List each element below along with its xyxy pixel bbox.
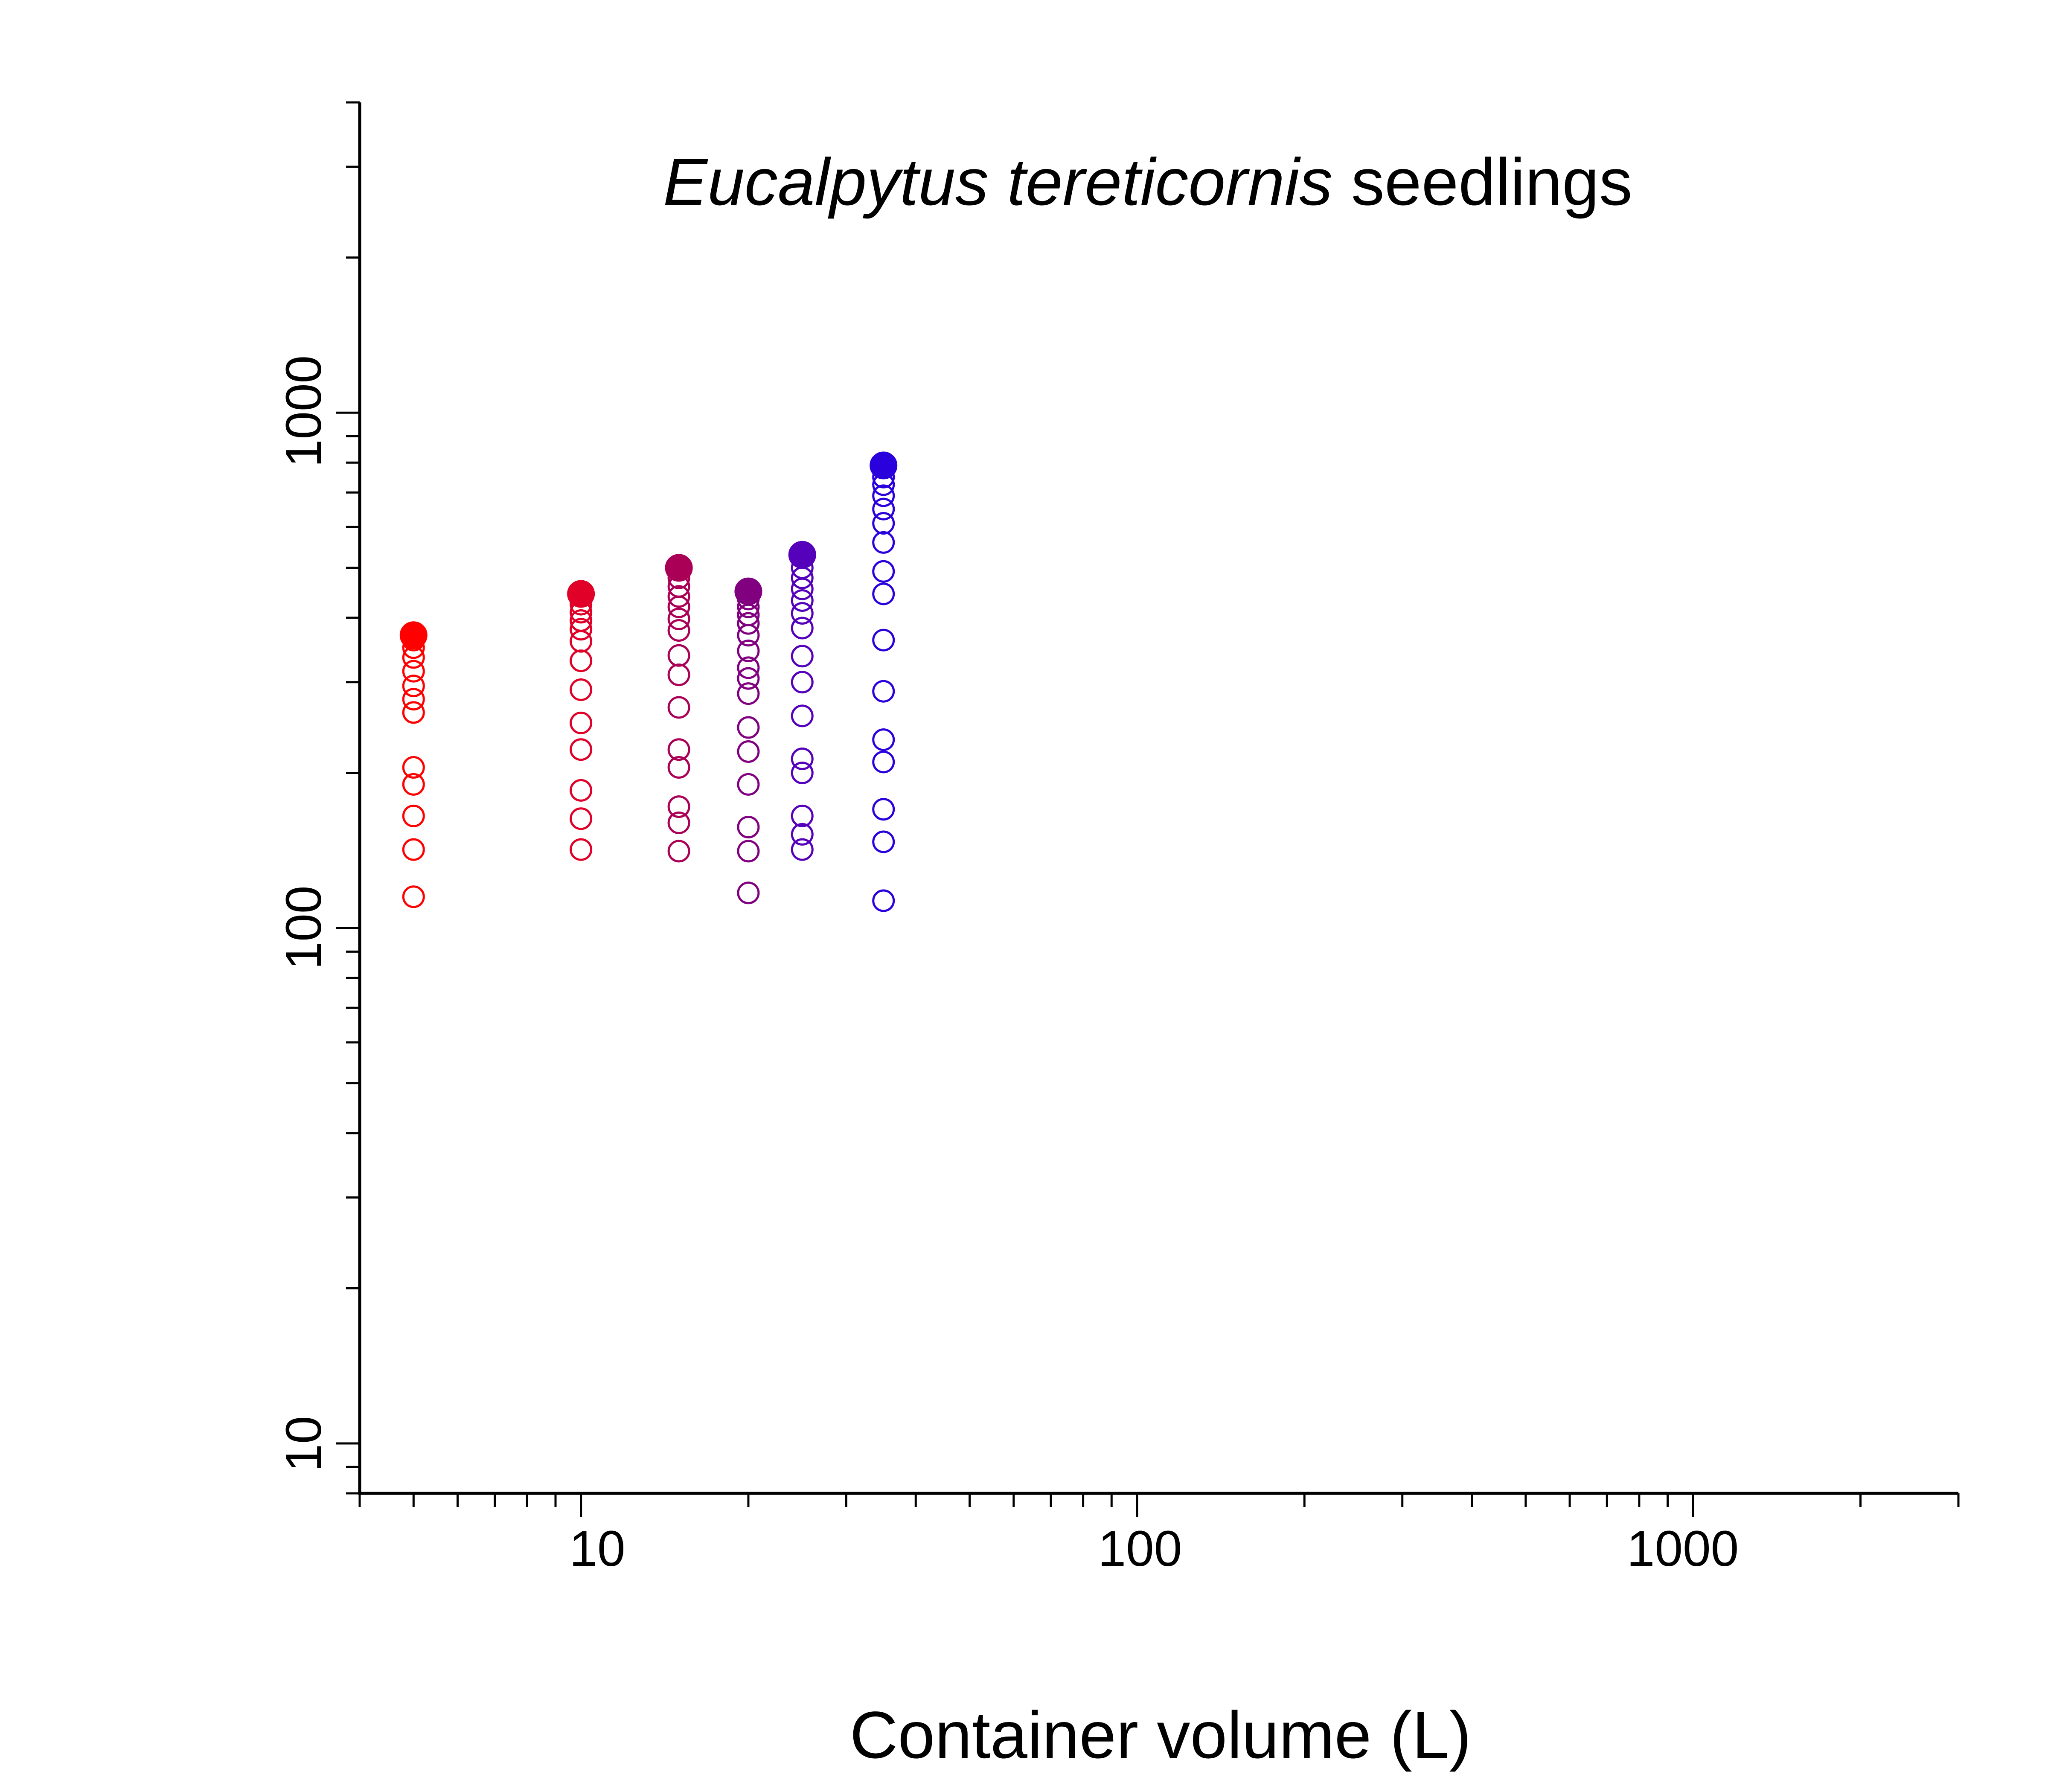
series-group xyxy=(665,554,693,863)
data-point xyxy=(791,589,814,612)
data-point xyxy=(872,531,895,554)
data-point xyxy=(791,838,814,861)
data-point xyxy=(737,667,760,690)
data-point xyxy=(667,619,690,642)
chart-title-italic: Eucalpytus tereticornis xyxy=(663,145,1332,219)
data-point xyxy=(737,612,760,635)
data-point xyxy=(667,812,690,835)
data-point xyxy=(570,678,593,701)
data-point xyxy=(667,663,690,687)
data-point xyxy=(737,656,760,679)
data-point xyxy=(872,512,895,535)
chart-title: Eucalpytus tereticornis seedlings xyxy=(663,145,1632,219)
series-group xyxy=(734,577,762,905)
data-point xyxy=(402,838,425,861)
data-point xyxy=(872,497,895,521)
data-point xyxy=(402,756,425,779)
data-point xyxy=(667,696,690,719)
chart-title-plain: seedlings xyxy=(1332,145,1632,219)
data-point xyxy=(667,607,690,630)
data-point xyxy=(872,484,895,507)
data-point xyxy=(570,711,593,734)
data-point xyxy=(667,756,690,779)
data-point xyxy=(570,618,593,641)
y-tick-label-10: 10 xyxy=(276,1416,332,1472)
data-point-filled xyxy=(870,451,898,480)
data-point xyxy=(667,738,690,761)
x-tick-label-100: 100 xyxy=(1098,1521,1182,1577)
data-point xyxy=(402,773,425,796)
x-tick-label-10: 10 xyxy=(569,1521,625,1577)
x-tick-label-1000: 1000 xyxy=(1627,1521,1739,1577)
data-point-filled xyxy=(788,541,816,569)
data-point-filled xyxy=(399,621,428,649)
data-point xyxy=(667,795,690,818)
data-point xyxy=(737,639,760,662)
data-point xyxy=(872,751,895,774)
data-point xyxy=(737,840,760,863)
data-point xyxy=(737,773,760,796)
data-point xyxy=(667,644,690,667)
data-point-filled xyxy=(567,580,595,608)
series-group xyxy=(870,451,898,912)
data-point-filled xyxy=(734,577,762,605)
y-tick-label-1000: 1000 xyxy=(276,355,332,468)
data-point xyxy=(570,649,593,672)
data-point xyxy=(402,675,425,698)
data-point xyxy=(872,628,895,652)
data-point xyxy=(791,747,814,770)
data-point xyxy=(872,680,895,703)
data-point xyxy=(667,585,690,608)
data-point xyxy=(667,840,690,863)
data-point xyxy=(570,630,593,653)
data-point xyxy=(570,738,593,761)
data-point xyxy=(791,645,814,668)
data-point xyxy=(791,602,814,625)
data-point xyxy=(737,624,760,647)
data-point xyxy=(737,881,760,905)
data-point xyxy=(402,688,425,711)
data-point xyxy=(872,582,895,605)
data-point xyxy=(791,704,814,727)
data-point xyxy=(872,889,895,912)
data-point xyxy=(402,885,425,908)
data-point xyxy=(872,728,895,751)
data-point xyxy=(872,560,895,583)
series-group xyxy=(788,541,816,861)
data-point xyxy=(402,804,425,827)
data-point xyxy=(791,617,814,640)
data-point xyxy=(791,671,814,694)
data-point xyxy=(570,807,593,830)
data-point xyxy=(402,701,425,724)
data-point xyxy=(570,779,593,802)
data-point xyxy=(737,716,760,739)
data-point xyxy=(872,798,895,821)
x-axis-label: Container volume (L) xyxy=(850,1698,1472,1772)
data-point xyxy=(737,682,760,705)
data-point xyxy=(737,815,760,838)
data-point-filled xyxy=(665,554,693,582)
data-point xyxy=(570,609,593,632)
data-point xyxy=(570,838,593,861)
data-point xyxy=(791,823,814,846)
data-points xyxy=(399,451,898,912)
axes xyxy=(336,101,1960,1517)
data-point xyxy=(872,830,895,853)
data-point xyxy=(737,740,760,763)
data-point xyxy=(402,660,425,683)
data-point xyxy=(791,761,814,784)
y-tick-label-100: 100 xyxy=(276,886,332,970)
series-group xyxy=(399,621,428,908)
data-point xyxy=(791,804,814,827)
series-group xyxy=(567,580,595,861)
